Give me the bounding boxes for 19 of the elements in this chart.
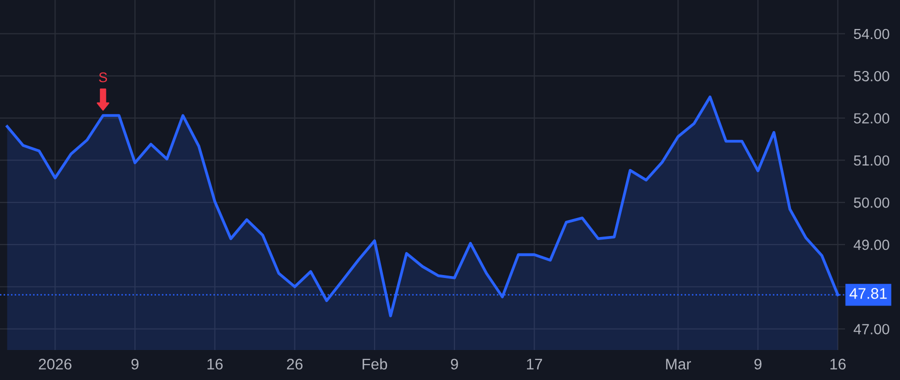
x-tick-label: 2026 (38, 358, 72, 370)
x-tick-label: 16 (830, 358, 846, 370)
x-tick-label: Feb (362, 358, 388, 370)
y-tick-label: 49.00 (854, 240, 890, 250)
ref-line-label: 47.81 (850, 288, 887, 299)
y-tick-label: 51.00 (854, 155, 890, 166)
y-tick-label: 47.00 (854, 324, 890, 334)
annotation: S (99, 72, 108, 82)
y-tick-label: 54.00 (854, 28, 890, 40)
x-tick-label: 17 (526, 358, 542, 370)
x-tick-label: Mar (666, 358, 691, 370)
x-tick-label: 26 (286, 358, 303, 370)
x-tick-label: 9 (131, 358, 138, 370)
y-tick-label: 52.00 (854, 113, 890, 124)
y-tick-label: 50.00 (854, 198, 890, 208)
x-tick-label: 9 (754, 358, 762, 370)
y-tick-label: 53.00 (854, 71, 890, 82)
x-tick-label: 16 (208, 358, 223, 370)
x-tick-label: 9 (450, 358, 458, 370)
